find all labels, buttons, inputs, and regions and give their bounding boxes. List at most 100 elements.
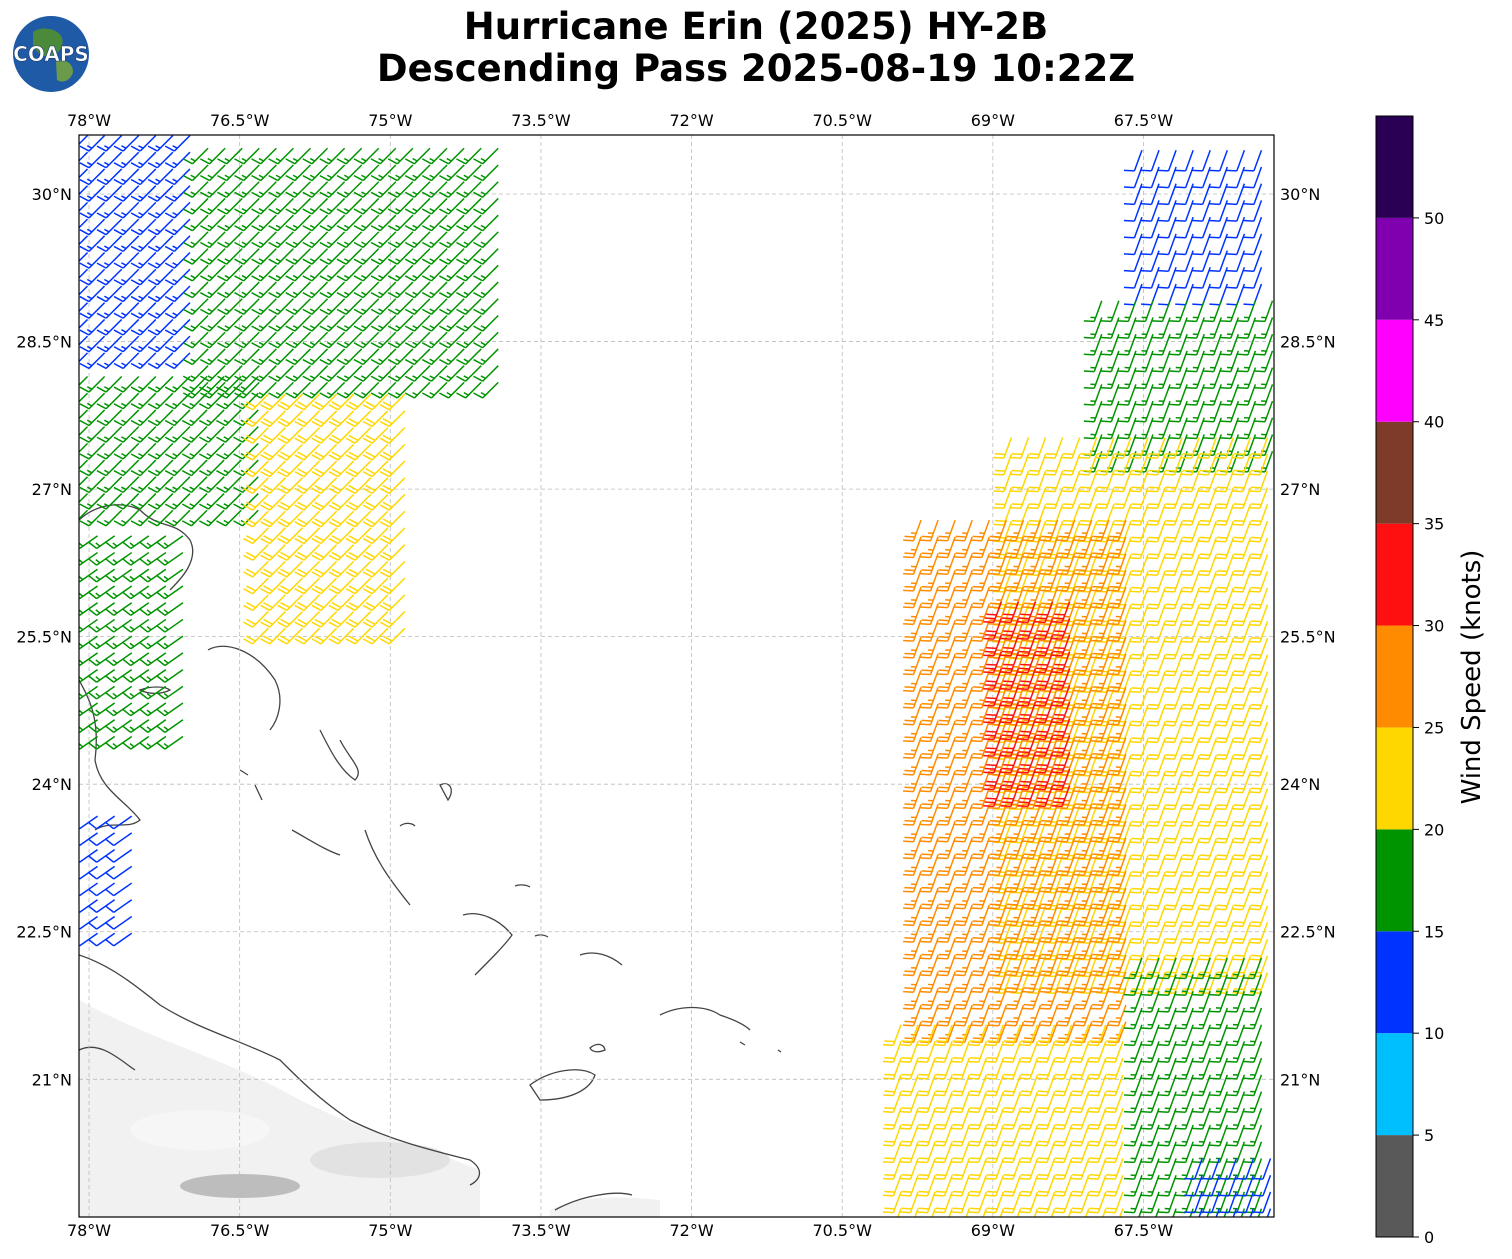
wind-barb	[336, 181, 363, 198]
wind-barb	[234, 231, 260, 249]
wind-barb	[113, 185, 140, 202]
wind-barb	[311, 544, 338, 561]
wind-barb	[1226, 149, 1246, 172]
wind-barb	[456, 231, 482, 249]
wind-barb	[130, 409, 157, 427]
wind-barb	[319, 348, 346, 366]
wind-barb	[1220, 367, 1240, 390]
wind-barb	[473, 164, 499, 182]
wind-barb	[277, 611, 303, 628]
lat-tick-label: 22.5°N	[16, 923, 72, 942]
wind-barb	[79, 493, 106, 510]
wind-barb	[130, 459, 157, 477]
wind-barb	[79, 476, 106, 494]
wind-barb	[387, 264, 414, 282]
wind-barb	[473, 181, 499, 198]
wind-barb	[302, 314, 329, 332]
wind-barb	[96, 168, 123, 186]
wind-barb	[268, 365, 294, 382]
wind-barb	[1123, 216, 1143, 239]
wind-barb	[181, 392, 208, 410]
wind-barb	[1100, 417, 1120, 440]
wind-barb	[1141, 233, 1160, 256]
wind-barb	[1117, 300, 1137, 323]
wind-barb	[268, 281, 294, 299]
wind-barb	[1135, 300, 1154, 323]
wind-barb	[216, 459, 242, 477]
wind-barb	[1220, 333, 1240, 356]
wind-barb	[285, 197, 311, 215]
wind-barb	[1254, 417, 1274, 440]
wind-barb	[404, 214, 431, 232]
wind-barb	[1192, 267, 1211, 289]
wind-barb	[182, 298, 209, 315]
title-line-1: Hurricane Erin (2025) HY-2B	[463, 5, 1049, 48]
wind-barb	[1186, 317, 1205, 339]
wind-barb	[1220, 384, 1240, 406]
wind-barb	[164, 409, 191, 427]
wind-barb	[379, 527, 406, 545]
wind-barb	[1226, 250, 1246, 272]
wind-barb	[96, 252, 123, 269]
wind-barb	[353, 331, 380, 349]
wind-barb	[233, 375, 259, 393]
wind-barb	[285, 214, 311, 232]
wind-barb	[1215, 938, 1235, 961]
wind-barb	[130, 151, 157, 169]
lat-tick-label: 30°N	[32, 185, 72, 204]
wind-barb	[1226, 166, 1246, 189]
wind-barb	[156, 585, 184, 600]
wind-barb	[336, 365, 363, 382]
wind-barb	[1083, 417, 1103, 440]
wind-barb	[456, 214, 482, 232]
wind-barb	[328, 544, 355, 561]
wind-barb	[379, 427, 406, 444]
wind-barb	[439, 381, 465, 399]
wind-barb	[1237, 317, 1257, 339]
wind-barb	[130, 135, 157, 152]
lat-tick-label: 27°N	[32, 480, 72, 499]
wind-barb	[302, 231, 329, 249]
wind-barb	[1181, 938, 1200, 961]
wind-barb	[1123, 149, 1143, 172]
wind-barb	[164, 318, 191, 336]
wind-barb	[362, 527, 389, 545]
wind-barb	[79, 409, 89, 420]
wind-barb	[200, 164, 226, 182]
wind-barb	[285, 231, 311, 249]
wind-barb	[345, 544, 372, 561]
wind-barb	[370, 147, 397, 165]
wind-barb	[79, 201, 89, 212]
wind-barb	[421, 181, 448, 198]
wind-barb	[439, 298, 465, 315]
wind-barb	[251, 348, 277, 366]
wind-barb	[1243, 200, 1263, 222]
wind-barb	[79, 168, 106, 186]
wind-barb	[260, 443, 286, 461]
wind-barb	[345, 577, 372, 595]
wind-barb	[217, 331, 243, 349]
wind-barb	[147, 252, 174, 269]
wind-barb	[285, 181, 311, 198]
wind-barb	[1117, 333, 1137, 356]
wind-barb	[311, 477, 338, 495]
wind-barb	[285, 298, 311, 315]
wind-barb	[156, 735, 184, 750]
wind-barb	[336, 147, 363, 165]
wind-barb	[268, 214, 294, 232]
wind-barb	[96, 459, 123, 477]
wind-barb	[79, 268, 89, 279]
wind-barb	[1209, 216, 1229, 239]
wind-barb	[370, 314, 397, 332]
wind-barb	[302, 248, 329, 265]
wind-barb	[79, 135, 106, 152]
wind-barb	[200, 264, 226, 282]
wind-barb	[79, 392, 89, 403]
wind-barb	[439, 264, 465, 282]
wind-barb	[96, 318, 123, 336]
wind-barb	[1123, 166, 1143, 189]
wind-barb	[285, 281, 311, 299]
wind-barb	[182, 314, 209, 332]
wind-barb	[404, 181, 431, 198]
wind-barb	[456, 181, 482, 198]
